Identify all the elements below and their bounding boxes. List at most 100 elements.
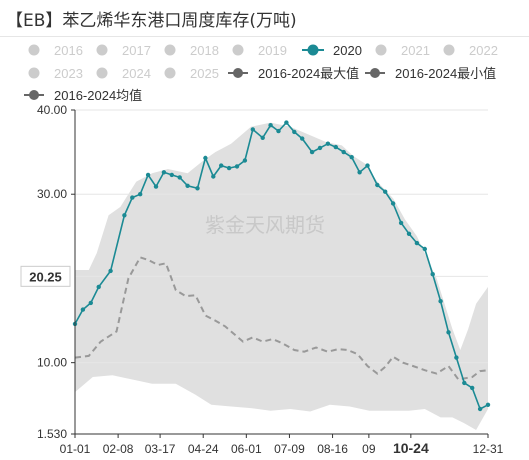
point-2020-35 bbox=[365, 163, 370, 168]
y-highlight-label: 20.25 bbox=[29, 269, 62, 284]
legend-item-2020[interactable]: 2020 bbox=[302, 43, 362, 58]
legend-item-2021[interactable]: 2021 bbox=[375, 43, 430, 58]
legend-marker bbox=[29, 90, 39, 100]
point-2020-32 bbox=[341, 149, 346, 155]
title-bar: 【EB】苯乙烯华东港口周度库存(万吨) bbox=[0, 0, 529, 37]
point-2020-48 bbox=[470, 385, 475, 391]
point-2020-25 bbox=[284, 120, 289, 125]
point-2020-8 bbox=[145, 172, 151, 178]
point-2020-45 bbox=[446, 330, 451, 335]
x-tick-label-08-16: 08-16 bbox=[317, 442, 348, 456]
x-tick-label-12-31: 12-31 bbox=[473, 442, 504, 456]
x-tick-label-03-17: 03-17 bbox=[145, 442, 176, 456]
point-2020-16 bbox=[211, 174, 216, 179]
legend-marker bbox=[375, 44, 387, 56]
point-2020-13 bbox=[185, 183, 190, 188]
legend-item-2016[interactable]: 2016 bbox=[28, 43, 83, 58]
point-2020-36 bbox=[375, 182, 380, 188]
legend-item-2019[interactable]: 2019 bbox=[232, 43, 287, 58]
point-2020-6 bbox=[130, 195, 135, 200]
legend-item-2022[interactable]: 2022 bbox=[443, 43, 498, 58]
legend-label: 2016-2024均值 bbox=[54, 88, 142, 103]
y-tick-label-40.00: 40.00 bbox=[37, 103, 67, 117]
legend-label: 2025 bbox=[190, 66, 219, 81]
legend-label: 2017 bbox=[122, 43, 151, 58]
point-2020-4 bbox=[108, 268, 113, 274]
legend-marker bbox=[164, 67, 176, 79]
legend-marker bbox=[370, 68, 380, 78]
point-2020-50 bbox=[485, 402, 491, 407]
legend-marker bbox=[96, 67, 108, 79]
legend-item-2023[interactable]: 2023 bbox=[28, 66, 83, 81]
legend-label: 2019 bbox=[258, 43, 287, 58]
legend-label: 2021 bbox=[401, 43, 430, 58]
legend-item-2024[interactable]: 2024 bbox=[96, 66, 151, 81]
point-2020-17 bbox=[219, 163, 224, 168]
x-tick-label-07-09: 07-09 bbox=[274, 442, 305, 456]
point-2020-10 bbox=[161, 170, 167, 175]
legend-label: 2018 bbox=[190, 43, 219, 58]
point-2020-24 bbox=[276, 128, 281, 134]
point-2020-26 bbox=[292, 129, 297, 135]
legend-item-2025[interactable]: 2025 bbox=[164, 66, 219, 81]
point-2020-9 bbox=[153, 184, 159, 189]
legend-label: 2020 bbox=[333, 43, 362, 58]
x-tick-label-06-01: 06-01 bbox=[231, 442, 262, 456]
point-2020-42 bbox=[422, 246, 427, 252]
legend-marker bbox=[28, 67, 40, 79]
point-2020-38 bbox=[390, 201, 396, 206]
x-tick-label-04-24: 04-24 bbox=[188, 442, 219, 456]
legend-marker bbox=[96, 44, 108, 56]
point-2020-23 bbox=[268, 123, 273, 128]
legend-item-2016-2024最大值[interactable]: 2016-2024最大值 bbox=[228, 66, 359, 81]
legend-item-2017[interactable]: 2017 bbox=[96, 43, 151, 58]
legend-label: 2016-2024最小值 bbox=[395, 66, 496, 81]
x-tick-label-02-08: 02-08 bbox=[103, 442, 134, 456]
point-2020-21 bbox=[250, 127, 255, 132]
point-2020-46 bbox=[454, 355, 459, 360]
legend-label: 2024 bbox=[122, 66, 151, 81]
legend-marker bbox=[233, 68, 243, 78]
point-2020-43 bbox=[430, 272, 435, 277]
point-2020-12 bbox=[177, 175, 182, 180]
chart-title: 【EB】苯乙烯华东港口周度库存(万吨) bbox=[6, 11, 297, 31]
point-2020-2 bbox=[88, 300, 94, 306]
legend-label: 2022 bbox=[469, 43, 498, 58]
legend-label: 2016-2024最大值 bbox=[258, 66, 359, 81]
point-2020-28 bbox=[309, 149, 315, 155]
point-2020-44 bbox=[438, 299, 443, 304]
point-2020-37 bbox=[383, 189, 388, 194]
point-2020-34 bbox=[357, 170, 362, 175]
point-2020-20 bbox=[242, 158, 248, 163]
legend-marker bbox=[443, 44, 455, 56]
x-tick-label-09: 09 bbox=[362, 442, 376, 456]
grid-lines bbox=[75, 109, 488, 364]
point-2020-7 bbox=[138, 192, 143, 197]
point-2020-15 bbox=[203, 155, 208, 161]
point-2020-27 bbox=[300, 136, 305, 141]
legend-item-2018[interactable]: 2018 bbox=[164, 43, 219, 58]
point-2020-1 bbox=[80, 307, 86, 312]
legend-item-2016-2024均值[interactable]: 2016-2024均值 bbox=[24, 88, 142, 103]
y-highlight-box bbox=[20, 265, 71, 287]
point-2020-49 bbox=[477, 406, 483, 412]
point-2020-22 bbox=[260, 135, 265, 140]
legend-marker bbox=[232, 44, 244, 56]
point-2020-47 bbox=[462, 380, 467, 386]
y-tick-label-1.530: 1.530 bbox=[37, 427, 67, 441]
legend-label: 2016 bbox=[54, 43, 83, 58]
point-2020-41 bbox=[414, 240, 420, 246]
point-2020-18 bbox=[226, 165, 232, 171]
series-layer bbox=[72, 120, 491, 412]
point-2020-33 bbox=[349, 155, 354, 160]
legend[interactable]: 2016 2017 2018 2019 2020 2021 2022 2023 2024 2025… bbox=[24, 43, 498, 103]
x-tick-label-10-24: 10-24 bbox=[393, 440, 429, 456]
series-line-mean bbox=[74, 256, 489, 381]
point-2020-14 bbox=[195, 186, 200, 191]
legend-item-2016-2024最小值[interactable]: 2016-2024最小值 bbox=[365, 66, 496, 81]
legend-marker bbox=[164, 44, 176, 56]
watermark: 紫金天风期货 bbox=[205, 214, 325, 237]
point-2020-5 bbox=[122, 213, 127, 218]
